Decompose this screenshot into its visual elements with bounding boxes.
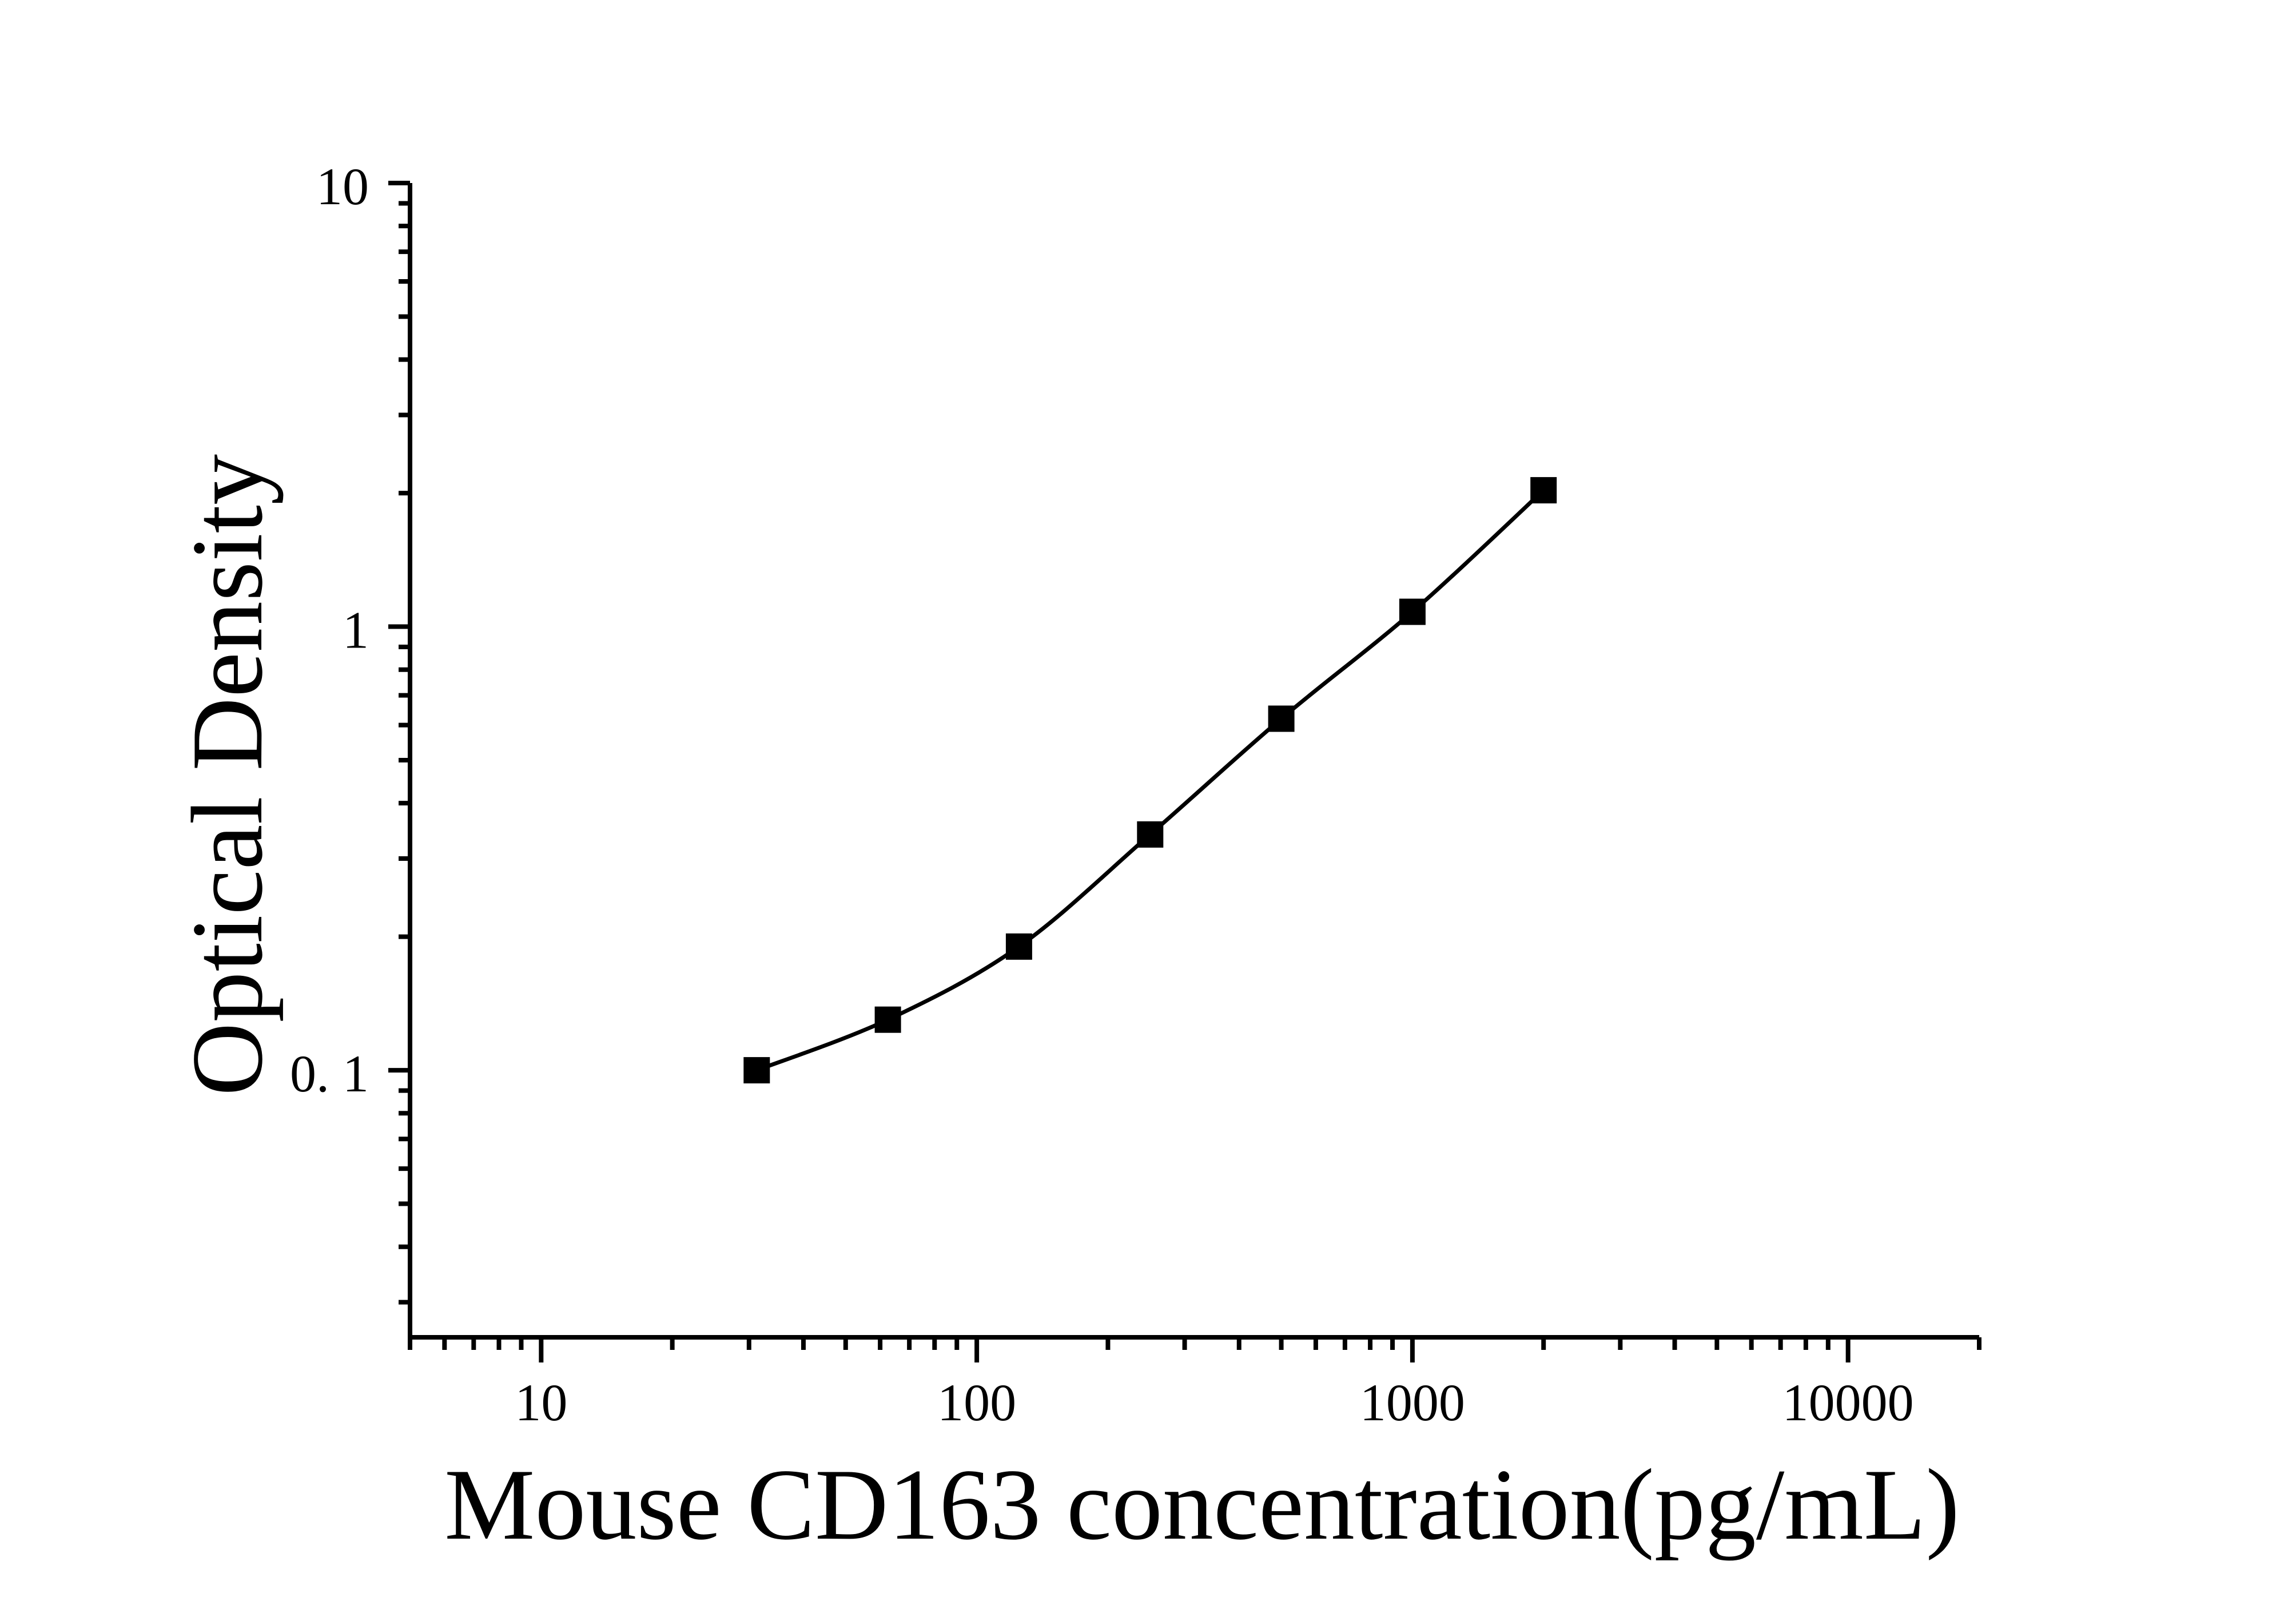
x-axis-ticks [408,1337,1981,1362]
y-tick-labels: 10 1 0. 1 [290,157,369,1103]
y-tick-label: 1 [343,601,369,660]
x-tick-label: 100 [937,1373,1016,1432]
data-point-marker [1530,477,1557,504]
y-axis-ticks [388,181,410,1305]
x-tick-label: 10000 [1782,1373,1914,1432]
data-point-marker [1268,705,1295,732]
x-tick-label: 1000 [1360,1373,1465,1432]
x-tick-labels: 10 100 1000 10000 [515,1373,1913,1432]
plot-render-root: 10 100 1000 10000 10 1 0. 1 [290,157,1981,1432]
axis-lines [408,183,1979,1340]
x-tick-label: 10 [515,1373,567,1432]
data-point-marker [1137,821,1164,848]
x-axis-title: Mouse CD163 concentration(pg/mL) [444,1448,1960,1561]
data-point-markers [743,477,1557,1084]
data-point-marker [1005,933,1032,960]
data-point-marker [874,1006,901,1033]
standard-curve-line [756,488,1545,1072]
y-tick-label: 0. 1 [290,1044,369,1103]
y-axis-title: Optical Density [170,454,284,1096]
data-point-marker [1399,598,1426,625]
y-tick-label: 10 [316,157,369,216]
data-point-marker [743,1057,770,1084]
